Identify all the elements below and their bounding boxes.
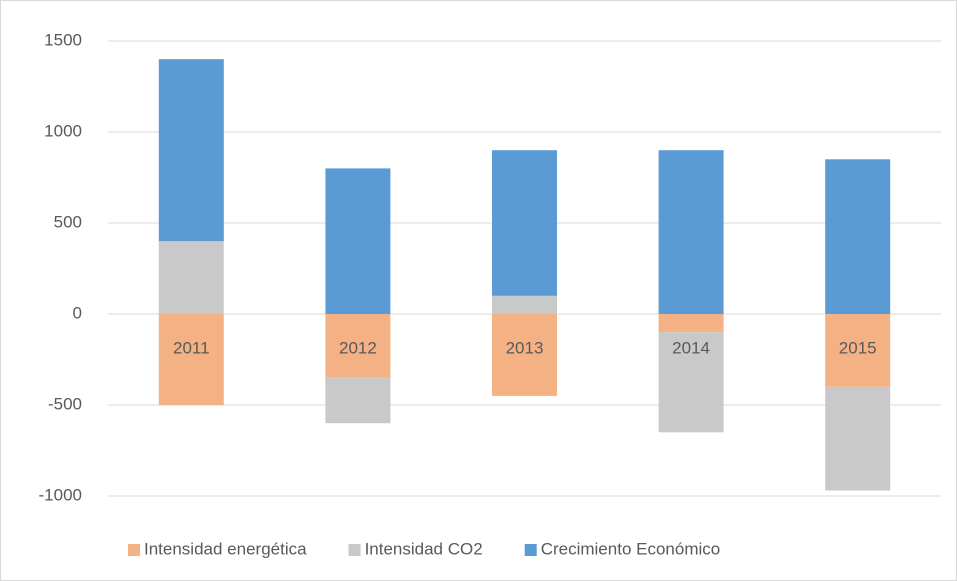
bar — [825, 386, 891, 491]
y-tick-label: -1000 — [39, 485, 82, 504]
bar — [158, 59, 224, 242]
x-tick-label: 2015 — [839, 338, 877, 357]
y-tick-label: 1000 — [44, 121, 82, 140]
y-tick-label: 0 — [73, 303, 82, 322]
x-tick-label: 2013 — [506, 338, 544, 357]
y-tick-label: 1500 — [44, 30, 82, 49]
bar — [325, 168, 391, 314]
bar — [492, 295, 557, 314]
bar — [658, 314, 724, 333]
bar — [658, 332, 724, 433]
legend-label: Intensidad CO2 — [365, 539, 483, 558]
bar — [825, 314, 891, 387]
legend-swatch — [128, 544, 140, 556]
bar — [658, 150, 724, 314]
legend-label: Intensidad energética — [144, 539, 307, 558]
y-tick-label: -500 — [48, 394, 82, 413]
bar — [492, 150, 557, 296]
x-tick-label: 2011 — [173, 338, 210, 357]
y-tick-label: 500 — [54, 212, 82, 231]
bar — [325, 314, 391, 378]
legend-swatch — [348, 544, 361, 556]
bar — [492, 314, 557, 396]
x-tick-label: 2012 — [339, 338, 377, 357]
bar — [825, 159, 891, 314]
bar — [158, 241, 224, 314]
legend-swatch — [524, 544, 537, 556]
bar — [325, 377, 391, 424]
bar — [158, 314, 224, 405]
x-tick-label: 2014 — [672, 338, 710, 357]
legend-label: Crecimiento Económico — [541, 539, 721, 558]
